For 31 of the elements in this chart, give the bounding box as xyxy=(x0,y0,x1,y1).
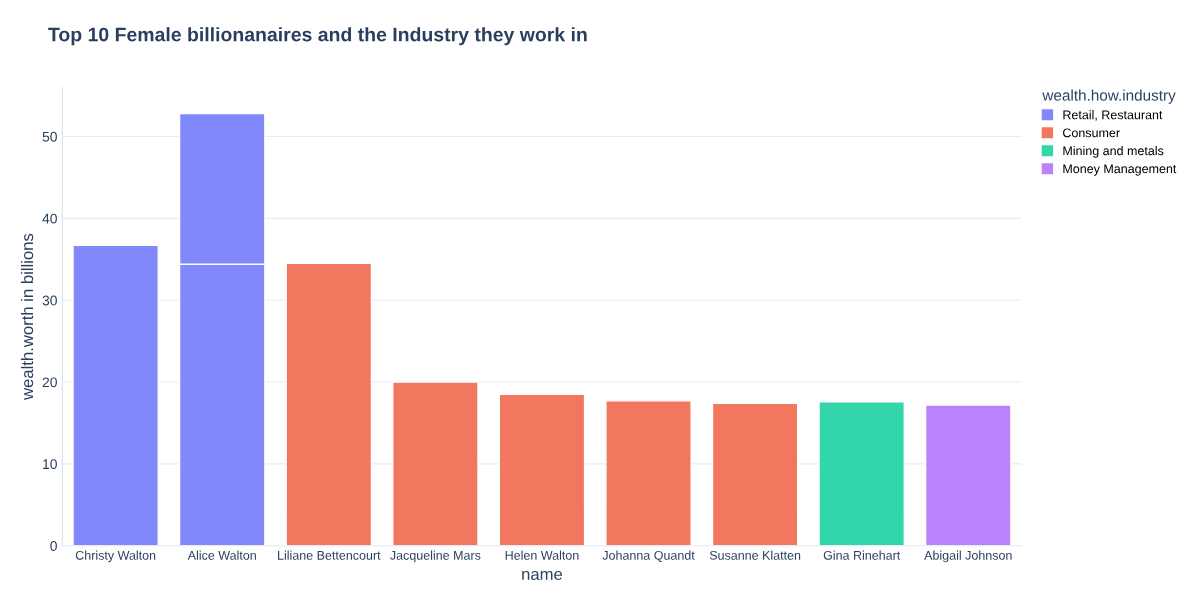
y-tick-label: 50 xyxy=(42,131,57,142)
legend-label: Consumer xyxy=(1063,128,1120,138)
x-tick-label: Gina Rinehart xyxy=(823,550,901,560)
y-tick-label: 0 xyxy=(50,541,57,551)
bar xyxy=(924,404,1012,546)
bar xyxy=(605,400,692,546)
y-tick-label: 10 xyxy=(43,459,57,470)
legend-label: Retail, Restaurant xyxy=(1063,110,1163,121)
x-tick-label: Jacqueline Mars xyxy=(390,550,481,563)
bar xyxy=(711,402,799,546)
bar xyxy=(498,393,586,546)
y-tick-label: 20 xyxy=(42,377,57,388)
x-tick-label: Abigail Johnson xyxy=(924,550,1012,563)
bar xyxy=(285,262,373,546)
y-axis-title: wealth.worth in billions xyxy=(20,233,34,400)
y-tick-label: 30 xyxy=(42,295,57,306)
legend-label: Mining and metals xyxy=(1063,146,1164,158)
legend-label: Money Management xyxy=(1063,164,1177,176)
x-tick-label: Alice Walton xyxy=(187,550,256,560)
x-tick-label: Christy Walton xyxy=(75,550,156,563)
x-tick-label: Liliane Bettencourt xyxy=(278,550,381,560)
bar xyxy=(392,381,479,546)
x-tick-label: Susanne Klatten xyxy=(709,550,801,560)
bar xyxy=(818,400,906,546)
y-tick-label: 40 xyxy=(42,213,57,224)
x-tick-label: Johanna Quandt xyxy=(602,550,695,562)
x-tick-label: Helen Walton xyxy=(505,550,579,560)
x-axis-title: name xyxy=(522,570,563,581)
chart-title: Top 10 Female billionanaires and the Industry they work in xyxy=(48,27,587,46)
legend-title: wealth.how.industry xyxy=(1042,89,1176,104)
bar xyxy=(72,244,159,546)
